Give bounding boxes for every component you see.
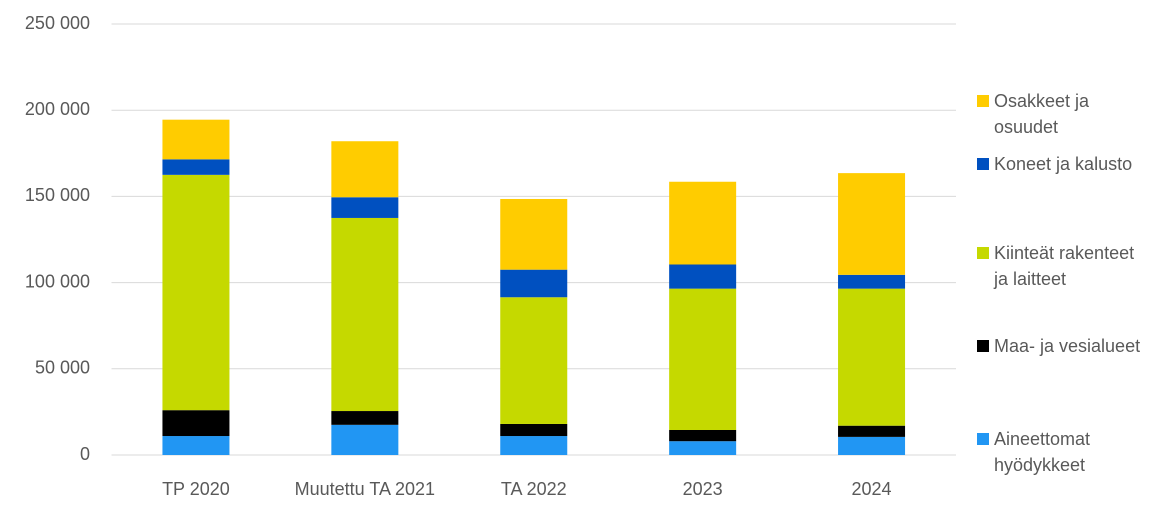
legend-item: Maa- ja vesialueet — [977, 333, 1167, 359]
legend-swatch — [977, 247, 989, 259]
legend-label: Kiinteät rakenteet ja laitteet — [994, 243, 1135, 289]
bar-segment — [500, 436, 568, 455]
legend-item: Osakkeet ja osuudet — [977, 88, 1167, 140]
bar-segment — [331, 424, 399, 455]
y-tick-label: 0 — [80, 444, 90, 464]
bar-segment — [331, 141, 399, 198]
bar-segment — [331, 217, 399, 412]
y-tick-label: 100 000 — [25, 271, 90, 291]
bar-segment — [500, 198, 568, 270]
bar-segment — [838, 274, 906, 289]
x-tick-label: Muutettu TA 2021 — [294, 479, 436, 499]
bar-segment — [500, 269, 568, 298]
bar-segment — [669, 441, 737, 455]
bar-segment — [500, 297, 568, 424]
legend-item: Aineettomat hyödykkeet — [977, 426, 1167, 478]
legend-item: Koneet ja kalusto — [977, 151, 1167, 177]
bar-segment — [669, 181, 737, 265]
bar-segment — [669, 430, 737, 442]
legend-swatch — [977, 433, 989, 445]
x-tick-label: 2023 — [682, 479, 723, 499]
legend-swatch — [977, 340, 989, 352]
legend-item: Kiinteät rakenteet ja laitteet — [977, 240, 1167, 292]
bar-segment — [838, 436, 906, 455]
bar-segment — [669, 264, 737, 289]
bar-segment — [162, 174, 230, 411]
legend-swatch — [977, 158, 989, 170]
bar-segment — [500, 423, 568, 437]
bar-segment — [162, 159, 230, 175]
bar-segment — [838, 173, 906, 275]
y-tick-label: 150 000 — [25, 185, 90, 205]
legend-label: Osakkeet ja osuudet — [994, 91, 1090, 137]
legend-swatch — [977, 95, 989, 107]
bar-segment — [838, 288, 906, 426]
y-tick-label: 250 000 — [25, 13, 90, 33]
legend-label: Aineettomat hyödykkeet — [994, 429, 1091, 475]
bar-segment — [838, 425, 906, 437]
bar-segment — [331, 197, 399, 218]
x-tick-label: 2024 — [851, 479, 892, 499]
x-tick-label: TP 2020 — [162, 479, 230, 499]
legend-label: Maa- ja vesialueet — [994, 336, 1141, 356]
bar-segment — [162, 119, 230, 160]
y-tick-label: 50 000 — [35, 358, 90, 378]
y-tick-label: 200 000 — [25, 99, 90, 119]
bar-segment — [162, 436, 230, 455]
x-tick-label: TA 2022 — [500, 479, 567, 499]
bar-segment — [331, 411, 399, 425]
bar-segment — [669, 288, 737, 431]
legend-label: Koneet ja kalusto — [994, 154, 1133, 174]
bar-segment — [162, 410, 230, 437]
